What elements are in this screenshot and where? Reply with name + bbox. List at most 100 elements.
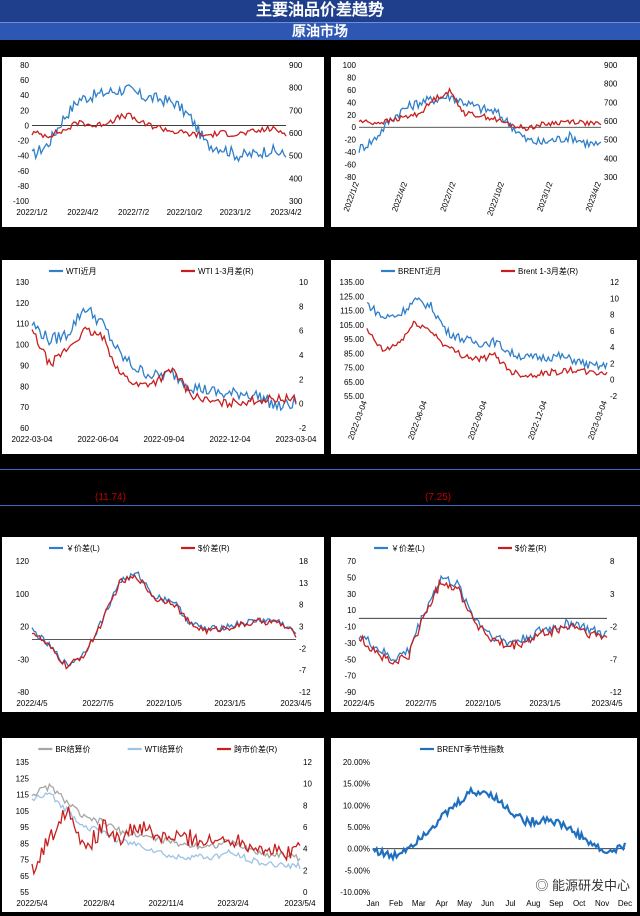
chart-panel-7: 135 125 115 105 95 85 75 65 55 12 10 8 6 4 2 0 2022/5/4 2…: [2, 738, 324, 912]
y-right-tick: 8: [303, 801, 308, 810]
y-left-tick: 120: [16, 299, 30, 308]
y-left-tick: 20: [20, 623, 29, 632]
y-right-tick: 10: [303, 780, 312, 789]
x-tick: 2023/4/2: [584, 180, 603, 213]
y-left-tick: 115: [16, 791, 29, 800]
y-right-tick: 4: [299, 351, 304, 360]
y-left-tick: 70: [20, 403, 29, 412]
y-left-tick: -100: [13, 197, 30, 206]
y-right-tick: 300: [289, 197, 303, 206]
y-left-tick: 60: [347, 86, 356, 95]
x-tick: Apr: [436, 899, 449, 908]
y-right-tick: 8: [299, 302, 304, 311]
page-title: 主要油品价差趋势: [0, 0, 640, 23]
x-tick: 2023/1/5: [529, 699, 561, 708]
x-tick: 2022/7/2: [118, 208, 150, 217]
series-line-0: [372, 785, 627, 863]
y-left-tick: -70: [344, 672, 356, 681]
legend-label: WTI结算价: [145, 744, 184, 754]
y-right-tick: 0: [610, 376, 615, 385]
y-right-tick: 10: [610, 294, 619, 303]
y-left-tick: 0.00%: [347, 845, 370, 854]
y-right-tick: 4: [303, 845, 308, 854]
x-tick: 2023/2/4: [217, 899, 249, 908]
y-left-tick: 15.00%: [343, 780, 370, 789]
legend-label: BRENT近月: [398, 266, 441, 276]
negative-value: (7.25): [425, 492, 452, 503]
y-left-tick: -5.00%: [345, 866, 370, 875]
series-line-2: [31, 806, 301, 876]
chart-c6: 70 50 30 10 -10 -30 -50 -70 -90 8 3 -2 -7 -12 2022/4/5…: [343, 543, 623, 708]
y-left-tick: -80: [17, 182, 29, 191]
y-right-tick: 600: [289, 129, 303, 138]
y-right-tick: 400: [289, 174, 303, 183]
y-left-tick: -30: [17, 655, 29, 664]
x-tick: 2022/7/5: [82, 699, 114, 708]
x-tick: Mar: [412, 899, 426, 908]
x-tick: 2022/7/2: [439, 180, 458, 213]
watermark-text: 能源研发中心: [551, 878, 630, 893]
y-left-tick: 100: [343, 61, 357, 70]
negative-value: (11.74): [95, 492, 126, 503]
y-right-tick: 6: [610, 327, 615, 336]
x-tick: 2022/1/2: [16, 208, 48, 217]
y-left-tick: 55: [20, 888, 29, 897]
y-left-tick: 60: [20, 76, 29, 85]
x-tick: 2022/5/4: [16, 899, 48, 908]
x-tick: 2022-09-04: [144, 435, 185, 444]
legend-label: Brent 1-3月差(R): [518, 266, 578, 276]
y-left-tick: 100: [16, 590, 30, 599]
x-tick: 2023/1/2: [220, 208, 252, 217]
y-left-tick: 0: [352, 123, 357, 132]
x-tick: 2022/4/2: [67, 208, 99, 217]
x-tick: 2022/4/5: [343, 699, 375, 708]
chart-c2: 100 80 60 40 20 0 -20 -40 -60 -80 900 800 700 600 500 4…: [342, 61, 618, 217]
legend-label: WTI 1-3月差(R): [198, 266, 254, 276]
y-right-tick: 2: [303, 866, 308, 875]
chart-panel-5: 120 100 20 -30 -80 18 13 8 3 -2 -7 -12 2022/4/5 2022/…: [2, 537, 324, 712]
y-left-tick: 125: [16, 774, 30, 783]
y-right-tick: 500: [289, 152, 303, 161]
series-line-1: [366, 320, 608, 379]
series-line-0: [366, 297, 608, 371]
chart-panel-4: 135.00 125.00 115.00 105.00 95.00 85.00 75.00 6…: [331, 260, 637, 454]
y-right-tick: 8: [610, 311, 615, 320]
y-right-tick: 600: [604, 117, 618, 126]
y-right-tick: 500: [604, 136, 618, 145]
series-line-0: [358, 91, 602, 153]
legend-label: BRENT季节性指数: [437, 744, 504, 754]
x-tick: 2023-03-04: [276, 435, 317, 444]
series-line-1: [358, 86, 602, 132]
x-tick: 2022-03-04: [12, 435, 53, 444]
chart-c4: 135.00 125.00 115.00 105.00 95.00 85.00 75.00 6…: [340, 266, 620, 441]
x-tick: 2022/4/5: [16, 699, 48, 708]
chart-c7: 135 125 115 105 95 85 75 65 55 12 10 8 6 4 2 0 2022/5/4 2…: [16, 744, 316, 908]
x-tick: 2022/10/5: [146, 699, 182, 708]
y-left-tick: 30: [347, 590, 356, 599]
x-tick: 2022/8/4: [83, 899, 115, 908]
chart-panel-8: 20.00% 15.00% 10.00% 5.00% 0.00% -5.00% -10.00…: [331, 738, 637, 912]
y-left-tick: 135: [16, 758, 30, 767]
x-tick: 2022/4/2: [390, 180, 409, 213]
y-right-tick: -2: [299, 424, 307, 433]
y-right-tick: 8: [610, 557, 615, 566]
y-right-tick: 12: [303, 758, 312, 767]
y-right-tick: 400: [604, 154, 618, 163]
y-left-tick: 5.00%: [347, 823, 370, 832]
y-right-tick: 2: [610, 359, 615, 368]
divider: [0, 505, 640, 506]
legend-label: $价差(R): [515, 543, 547, 553]
x-tick: Jan: [367, 899, 380, 908]
y-left-tick: 65: [20, 872, 29, 881]
y-left-tick: 120: [16, 557, 30, 566]
chart-c5: 120 100 20 -30 -80 18 13 8 3 -2 -7 -12 2022/4/5 2022/…: [16, 543, 312, 708]
y-right-tick: 3: [610, 590, 615, 599]
y-left-tick: 90: [20, 361, 29, 370]
y-left-tick: 75: [20, 856, 29, 865]
y-left-tick: 105: [16, 807, 30, 816]
x-tick: 2022-12-04: [526, 399, 549, 441]
series-line-1: [31, 573, 297, 670]
y-left-tick: -20: [344, 136, 356, 145]
y-right-tick: -7: [610, 655, 618, 664]
y-right-tick: 8: [299, 601, 304, 610]
